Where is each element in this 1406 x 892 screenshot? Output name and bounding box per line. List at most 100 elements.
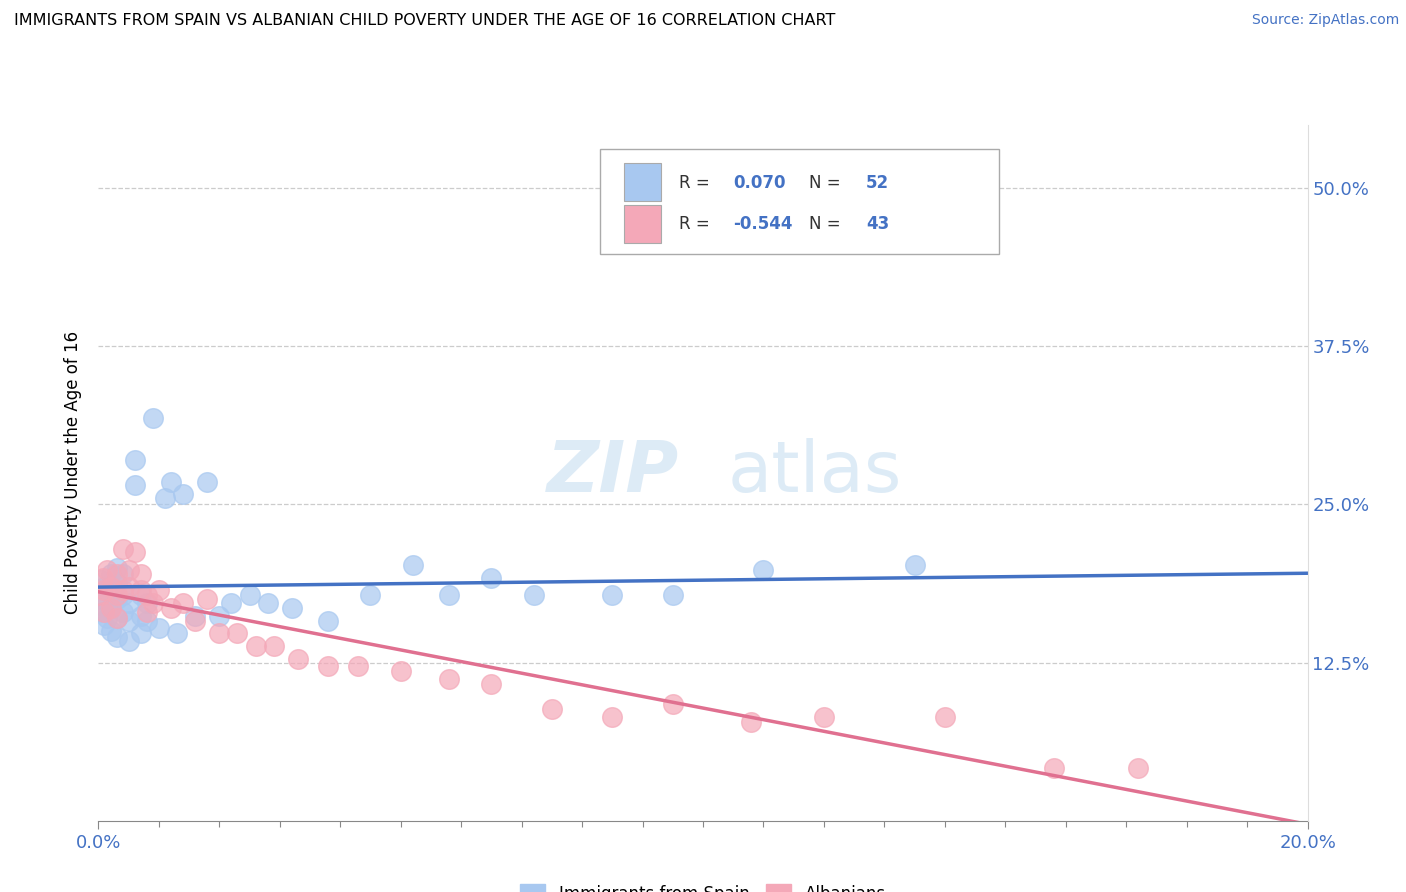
Point	[540, 702, 562, 716]
Point	[105, 592, 128, 607]
Point	[256, 596, 278, 610]
Text: Source: ZipAtlas.com: Source: ZipAtlas.com	[1251, 13, 1399, 28]
Point	[1128, 760, 1150, 774]
Point	[245, 639, 267, 653]
Point	[813, 710, 835, 724]
Text: atlas: atlas	[727, 438, 901, 508]
Point	[111, 589, 134, 603]
Point	[360, 589, 382, 603]
Point	[90, 574, 112, 588]
Y-axis label: Child Poverty Under the Age of 16: Child Poverty Under the Age of 16	[65, 331, 83, 615]
Text: ZIP: ZIP	[547, 438, 679, 508]
Point	[172, 487, 194, 501]
Point	[740, 714, 762, 729]
Point	[602, 589, 624, 603]
Point	[118, 634, 141, 648]
Point	[105, 630, 128, 644]
Point	[124, 453, 146, 467]
Point	[111, 583, 134, 598]
Point	[129, 626, 152, 640]
Point	[226, 626, 249, 640]
Point	[221, 596, 243, 610]
Point	[239, 589, 262, 603]
Point	[662, 698, 685, 712]
Point	[91, 571, 114, 585]
Point	[124, 478, 146, 492]
Point	[437, 589, 460, 603]
Point	[172, 596, 194, 610]
Point	[96, 611, 118, 625]
Point	[153, 491, 176, 505]
Point	[118, 596, 141, 610]
Point	[904, 558, 927, 573]
Point	[118, 563, 141, 577]
Point	[184, 614, 207, 628]
Text: N =: N =	[810, 215, 846, 234]
Point	[90, 589, 112, 603]
Text: N =: N =	[810, 174, 846, 192]
Text: -0.544: -0.544	[734, 215, 793, 234]
Point	[402, 558, 425, 573]
Point	[100, 566, 122, 581]
Point	[184, 608, 207, 623]
Point	[105, 575, 128, 590]
Point	[105, 611, 128, 625]
Point	[281, 601, 304, 615]
Point	[523, 589, 546, 603]
Point	[129, 583, 152, 598]
Point	[135, 589, 157, 603]
Point	[111, 566, 134, 581]
Point	[1042, 760, 1064, 774]
Point	[662, 589, 685, 603]
FancyBboxPatch shape	[600, 149, 1000, 253]
Point	[481, 571, 503, 585]
Point	[316, 614, 339, 628]
Point	[135, 605, 157, 619]
Point	[195, 592, 218, 607]
Point	[111, 605, 134, 619]
Point	[135, 614, 157, 628]
Point	[481, 677, 503, 691]
Point	[111, 541, 134, 556]
Point	[208, 608, 231, 623]
Point	[347, 659, 370, 673]
Point	[160, 475, 183, 489]
Text: IMMIGRANTS FROM SPAIN VS ALBANIAN CHILD POVERTY UNDER THE AGE OF 16 CORRELATION : IMMIGRANTS FROM SPAIN VS ALBANIAN CHILD …	[14, 13, 835, 29]
Point	[129, 589, 152, 603]
Point	[100, 601, 122, 615]
Point	[160, 601, 183, 615]
Point	[100, 580, 122, 594]
Point	[148, 621, 170, 635]
Point	[129, 566, 152, 581]
Point	[142, 411, 165, 425]
Point	[105, 566, 128, 581]
Point	[93, 605, 115, 619]
Point	[124, 545, 146, 559]
Text: 52: 52	[866, 174, 890, 192]
Point	[602, 710, 624, 724]
Text: R =: R =	[679, 215, 714, 234]
Point	[100, 601, 122, 615]
Legend: Immigrants from Spain, Albanians: Immigrants from Spain, Albanians	[513, 878, 893, 892]
Point	[90, 592, 112, 607]
FancyBboxPatch shape	[624, 205, 661, 244]
Point	[195, 475, 218, 489]
Text: 43: 43	[866, 215, 890, 234]
Point	[437, 672, 460, 686]
Point	[100, 624, 122, 638]
Point	[105, 589, 128, 603]
Point	[93, 617, 115, 632]
Text: 0.070: 0.070	[734, 174, 786, 192]
Point	[316, 659, 339, 673]
Point	[93, 599, 115, 613]
Point	[91, 605, 114, 619]
Point	[93, 580, 115, 594]
Point	[148, 583, 170, 598]
Point	[129, 608, 152, 623]
Point	[208, 626, 231, 640]
FancyBboxPatch shape	[624, 163, 661, 202]
Point	[287, 651, 309, 665]
Text: R =: R =	[679, 174, 714, 192]
Point	[752, 563, 775, 577]
Point	[105, 560, 128, 574]
